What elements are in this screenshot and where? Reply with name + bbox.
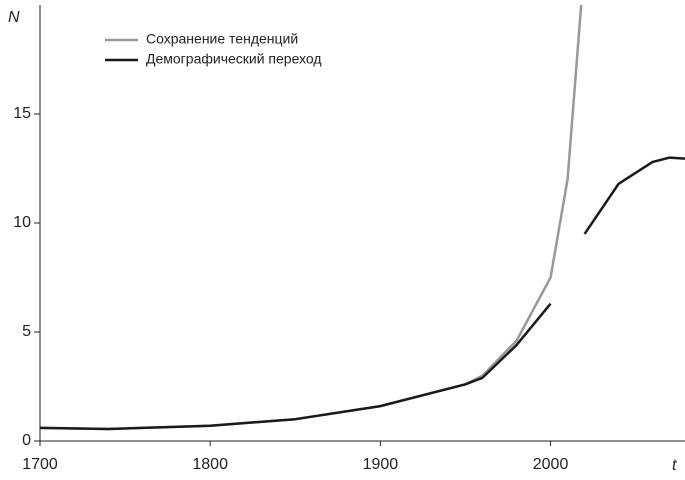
x-tick-label: 1700 [22,456,58,473]
x-tick-label: 2000 [533,456,569,473]
x-tick-label: 1800 [192,456,228,473]
y-tick-label: 0 [22,432,31,449]
y-tick-label: 5 [22,323,31,340]
series-line [39,156,685,431]
y-tick-label: 10 [13,214,31,231]
y-tick-label: 15 [13,105,31,122]
x-tick-label: 1900 [363,456,399,473]
y-axis-label: N [8,9,20,26]
legend-label: Сохранение тенденций [146,31,298,47]
series-line [39,4,583,431]
legend-label: Демографический переход [146,51,322,67]
x-axis-label: t [672,457,677,474]
